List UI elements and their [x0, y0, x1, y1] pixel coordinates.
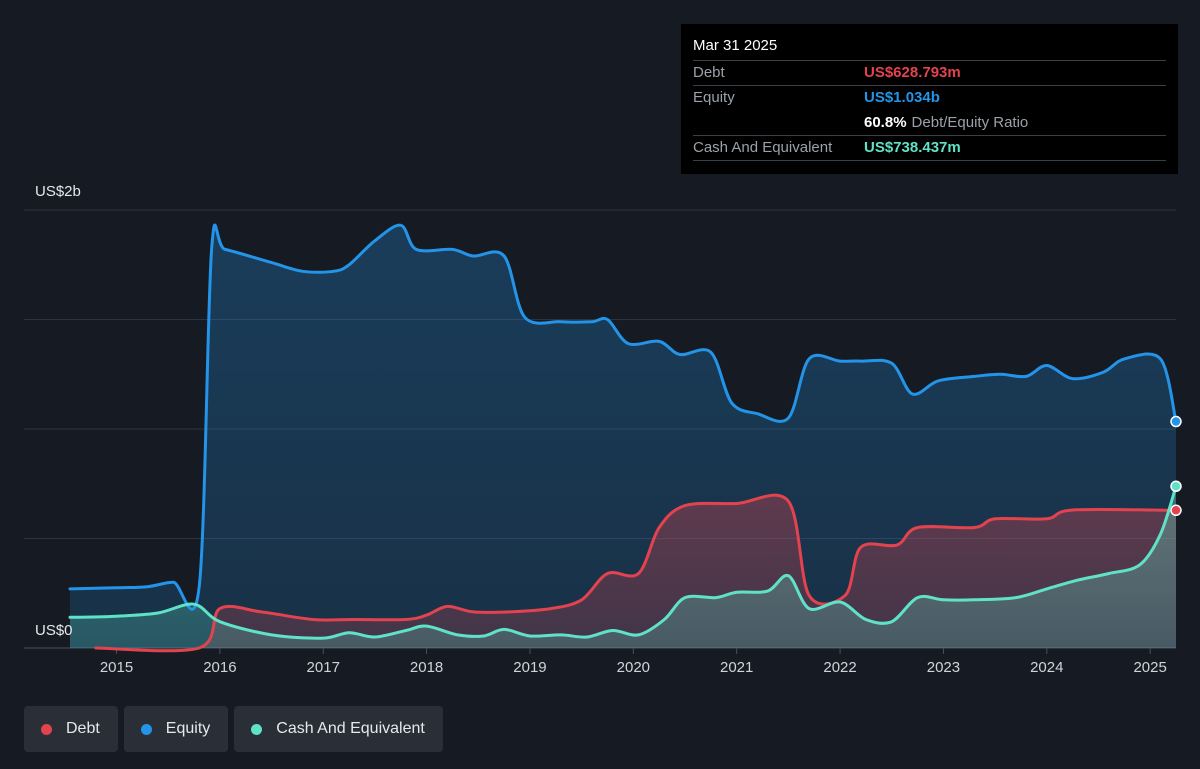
tooltip-cash-row: Cash And Equivalent US$738.437m: [693, 135, 1166, 160]
x-tick-label: 2015: [100, 659, 133, 676]
x-tick-label: 2024: [1030, 659, 1063, 676]
tooltip-date: Mar 31 2025: [693, 37, 778, 54]
x-tick-label: 2021: [720, 659, 753, 676]
cash-area: [70, 486, 1176, 648]
tooltip-debt-row: Debt US$628.793m: [693, 60, 1166, 85]
equity-line: [68, 223, 1178, 611]
tooltip-cash-value: US$738.437m: [864, 139, 961, 156]
tooltip-equity-row: Equity US$1.034b: [693, 85, 1166, 110]
tooltip-ratio-value: 60.8%: [864, 114, 907, 131]
equity-dot-icon: [140, 723, 152, 735]
x-tick-label: 2018: [410, 659, 443, 676]
debt-line: [94, 493, 1178, 653]
legend-item-equity[interactable]: Equity: [123, 706, 229, 752]
legend-item-cash[interactable]: Cash And Equivalent: [234, 706, 443, 752]
cash-line: [68, 484, 1178, 640]
equity-end-marker: [1170, 415, 1182, 428]
legend-cash-label: Cash And Equivalent: [276, 720, 425, 737]
y-axis-bottom-label: US$0: [35, 622, 73, 639]
cash-end-marker: [1170, 480, 1182, 493]
debt-end-marker: [1170, 504, 1182, 517]
tooltip-ratio-label: Debt/Equity Ratio: [911, 114, 1029, 131]
tooltip-cash-label: Cash And Equivalent: [693, 139, 833, 156]
x-tick-label: 2025: [1133, 659, 1166, 676]
x-tick-label: 2022: [823, 659, 856, 676]
tooltip-panel: Mar 31 2025 Debt US$628.793m Equity US$1…: [681, 24, 1178, 174]
tooltip-equity-label: Equity: [693, 89, 735, 106]
tooltip-debt-value: US$628.793m: [864, 64, 961, 81]
x-tick-label: 2019: [513, 659, 546, 676]
x-tick-label: 2020: [617, 659, 650, 676]
tooltip-debt-label: Debt: [693, 64, 725, 81]
x-tick-label: 2017: [307, 659, 340, 676]
tooltip-equity-value: US$1.034b: [864, 89, 940, 106]
legend-item-debt[interactable]: Debt: [24, 706, 118, 752]
debt-dot-icon: [41, 723, 52, 735]
cash-dot-icon: [251, 723, 263, 735]
x-tick-label: 2016: [203, 659, 236, 676]
legend: Debt Equity Cash And Equivalent: [24, 706, 443, 752]
legend-debt-label: Debt: [66, 720, 100, 737]
y-axis-top-label: US$2b: [35, 183, 81, 200]
legend-equity-label: Equity: [165, 720, 211, 737]
x-tick-label: 2023: [927, 659, 960, 676]
tooltip-ratio-row: 60.8% Debt/Equity Ratio: [693, 110, 1166, 135]
